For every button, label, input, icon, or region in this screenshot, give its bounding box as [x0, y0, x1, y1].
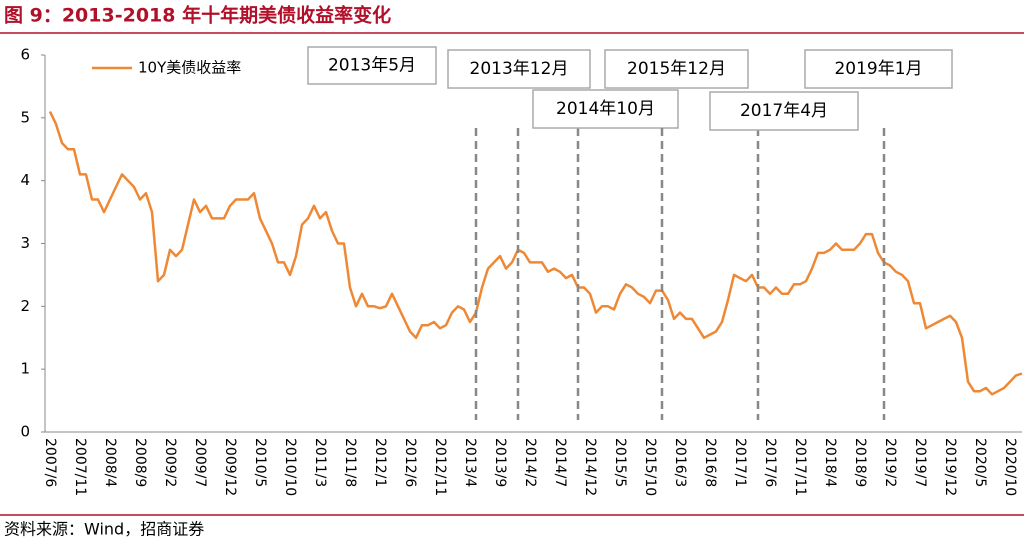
x-tick-label: 2018/9	[852, 438, 868, 487]
x-tick-label: 2008/4	[102, 438, 118, 487]
x-tick-label: 2010/5	[252, 438, 268, 487]
x-tick-label: 2016/8	[702, 438, 718, 487]
x-tick-label: 2018/4	[822, 438, 838, 487]
x-tick-label: 2017/1	[732, 438, 748, 487]
x-tick-label: 2007/6	[42, 438, 58, 487]
x-tick-label: 2020/10	[1002, 438, 1018, 496]
annotation-box	[307, 46, 437, 85]
x-tick-label: 2012/1	[372, 438, 388, 487]
annotation-box	[709, 91, 859, 131]
x-tick-label: 2013/9	[492, 438, 508, 487]
x-tick-label: 2011/8	[342, 438, 358, 487]
x-tick-label: 2010/10	[282, 438, 298, 496]
annotation-box	[447, 49, 591, 89]
x-tick-label: 2014/12	[582, 438, 598, 496]
legend-label: 10Y美债收益率	[138, 59, 241, 77]
x-tick-label: 2011/3	[312, 438, 328, 487]
x-tick-label: 2017/11	[792, 438, 808, 496]
annotation-label: 2019年1月	[834, 59, 922, 79]
x-tick-label: 2019/12	[942, 438, 958, 496]
x-tick-label: 2007/11	[72, 438, 88, 496]
x-tick-label: 2012/6	[402, 438, 418, 487]
y-tick-label: 5	[20, 108, 30, 126]
annotation-label: 2015年12月	[627, 59, 726, 79]
annotation-label: 2013年5月	[328, 56, 416, 76]
series-line	[48, 111, 1023, 396]
x-tick-label: 2016/3	[672, 438, 688, 487]
y-tick-label: 4	[20, 171, 30, 189]
y-tick-label: 3	[20, 234, 30, 252]
annotation-box	[604, 49, 749, 89]
annotation-label: 2017年4月	[740, 101, 828, 121]
annotation-label: 2014年10月	[556, 99, 655, 119]
x-tick-label: 2008/9	[132, 438, 148, 487]
annotation-box	[532, 89, 679, 129]
x-tick-label: 2014/2	[522, 438, 538, 487]
source: 资料来源：Wind，招商证券	[4, 520, 204, 539]
y-tick-label: 6	[20, 46, 30, 64]
x-tick-label: 2014/7	[552, 438, 568, 487]
y-tick-label: 0	[20, 423, 30, 441]
x-tick-label: 2019/7	[912, 438, 928, 487]
y-tick-label: 1	[20, 360, 30, 378]
x-tick-label: 2012/11	[432, 438, 448, 496]
x-tick-label: 2009/7	[192, 438, 208, 487]
x-tick-label: 2009/12	[222, 438, 238, 496]
annotation-label: 2013年12月	[470, 59, 569, 79]
x-tick-label: 2013/4	[462, 438, 478, 487]
annotation-box	[804, 49, 953, 89]
x-tick-label: 2009/2	[162, 438, 178, 487]
x-tick-label: 2015/10	[642, 438, 658, 496]
chart-title: 图 9：2013-2018 年十年期美债收益率变化	[4, 4, 391, 27]
x-tick-label: 2019/2	[882, 438, 898, 487]
y-tick-label: 2	[20, 297, 30, 315]
x-tick-label: 2015/5	[612, 438, 628, 487]
x-tick-label: 2017/6	[762, 438, 778, 487]
x-tick-label: 2020/5	[972, 438, 988, 487]
